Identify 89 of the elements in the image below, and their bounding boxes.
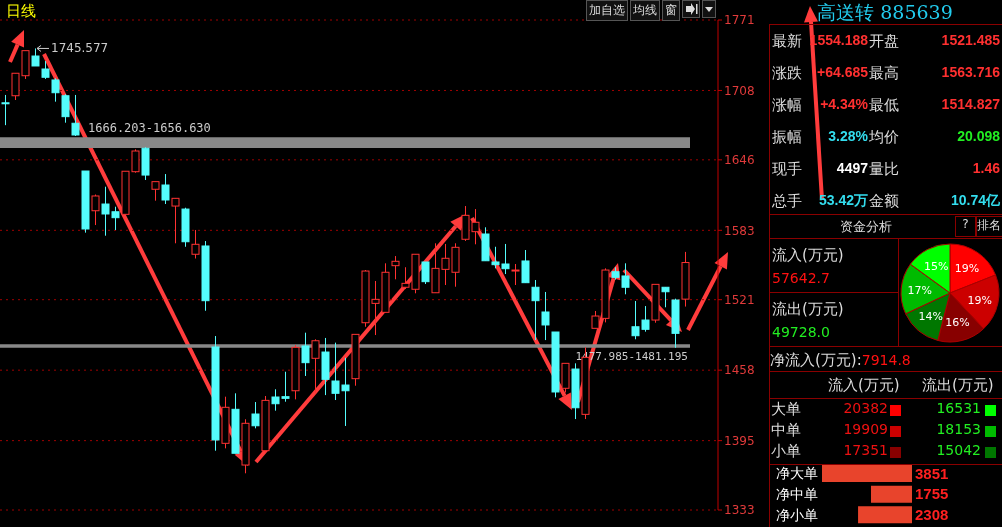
text: 开盘	[869, 32, 899, 51]
text: 资金分析	[838, 218, 893, 236]
text: 最低	[869, 96, 899, 115]
text: +64.685	[817, 64, 868, 80]
data-label: 19%	[954, 261, 980, 275]
text: 3.28%	[828, 128, 868, 144]
text: 涨幅	[772, 96, 802, 115]
candlestick	[421, 261, 430, 285]
text: 均线	[630, 0, 660, 21]
text: 流出(万元)	[772, 300, 844, 319]
text: 小单	[771, 442, 801, 461]
text: 19909	[843, 421, 888, 437]
y-tick-label: 1708	[724, 83, 755, 98]
text: 20382	[843, 400, 888, 416]
y-tick-label: 1583	[724, 223, 755, 238]
text: 均价	[869, 128, 899, 147]
text: ?	[955, 216, 976, 237]
candlestick	[301, 332, 310, 377]
text: 7914.8	[861, 352, 911, 368]
candlestick	[161, 173, 170, 205]
text: 1521.485	[941, 32, 1000, 48]
candlestick	[51, 77, 60, 103]
text: 流出(万元)	[922, 376, 994, 395]
candlestick	[71, 94, 80, 137]
chart-title: 日线	[6, 2, 36, 21]
text: +4.34%	[820, 96, 868, 112]
text: 加自选	[586, 0, 628, 21]
text: 中单	[771, 421, 801, 440]
candlestick	[391, 255, 400, 280]
candlestick	[541, 291, 550, 341]
text: 15042	[936, 442, 981, 458]
text: 最高	[869, 64, 899, 83]
data-label: 19%	[967, 293, 992, 307]
text: 10.74亿	[950, 192, 1000, 210]
y-tick-label: 1395	[724, 433, 755, 448]
y-tick-label: 1458	[724, 363, 755, 378]
y-tick-label: 净中单	[776, 485, 818, 502]
candlestick	[251, 401, 260, 429]
text: 净流入(万元):	[770, 351, 862, 369]
text: 流入(万元)	[772, 246, 844, 265]
candlestick	[171, 197, 180, 244]
text: 17351	[843, 442, 888, 458]
text: 最新	[772, 32, 802, 51]
candlestick	[151, 181, 160, 202]
data-label: 1755	[915, 485, 949, 503]
y-tick-label: 净小单	[776, 506, 818, 523]
band-label: 1666.203-1656.630	[88, 121, 211, 136]
text: 金额	[869, 192, 899, 211]
data-label: 16%	[945, 316, 970, 330]
text: 49728.0	[772, 324, 830, 340]
data-label: 14%	[918, 310, 943, 324]
text: 现手	[772, 160, 802, 179]
text: 窗	[662, 0, 680, 21]
data-label: 17%	[907, 284, 932, 298]
text: 流入(万元)	[828, 376, 900, 395]
candlestick	[531, 279, 540, 341]
candlestick	[61, 93, 70, 124]
text: 20.098	[957, 128, 1000, 144]
candlestick	[91, 194, 100, 226]
text: 高送转 885639	[816, 0, 954, 25]
y-tick-label: 1521	[724, 292, 755, 307]
data-label: 3851	[915, 464, 949, 482]
text: 1.46	[972, 160, 1000, 176]
text: 57642.7	[772, 270, 830, 286]
candlestick	[521, 249, 530, 284]
y-tick-label: 1333	[724, 503, 755, 518]
text: 大单	[771, 400, 801, 419]
candlestick	[511, 263, 520, 286]
text: 53.42万	[818, 192, 868, 210]
text: 排名	[976, 216, 1002, 237]
candlestick	[191, 229, 200, 260]
text: 18153	[936, 421, 981, 437]
text: 振幅	[772, 128, 802, 147]
data-label: 15%	[923, 259, 949, 273]
annotation: 1745.577	[51, 41, 109, 56]
text: 1514.827	[941, 96, 1000, 112]
text: 1563.716	[941, 64, 1000, 80]
data-label: 2308	[915, 505, 949, 523]
candlestick	[661, 286, 670, 308]
text: 4497	[836, 160, 868, 176]
text: 总手	[772, 192, 802, 211]
text: 量比	[869, 160, 899, 179]
y-tick-label: 1771	[724, 13, 755, 28]
candlestick	[311, 338, 320, 394]
y-tick-label: 1646	[724, 153, 755, 168]
text: 涨跌	[772, 64, 802, 83]
candlestick	[1, 94, 10, 126]
y-tick-label: 净大单	[776, 465, 818, 482]
text: 16531	[936, 400, 981, 416]
